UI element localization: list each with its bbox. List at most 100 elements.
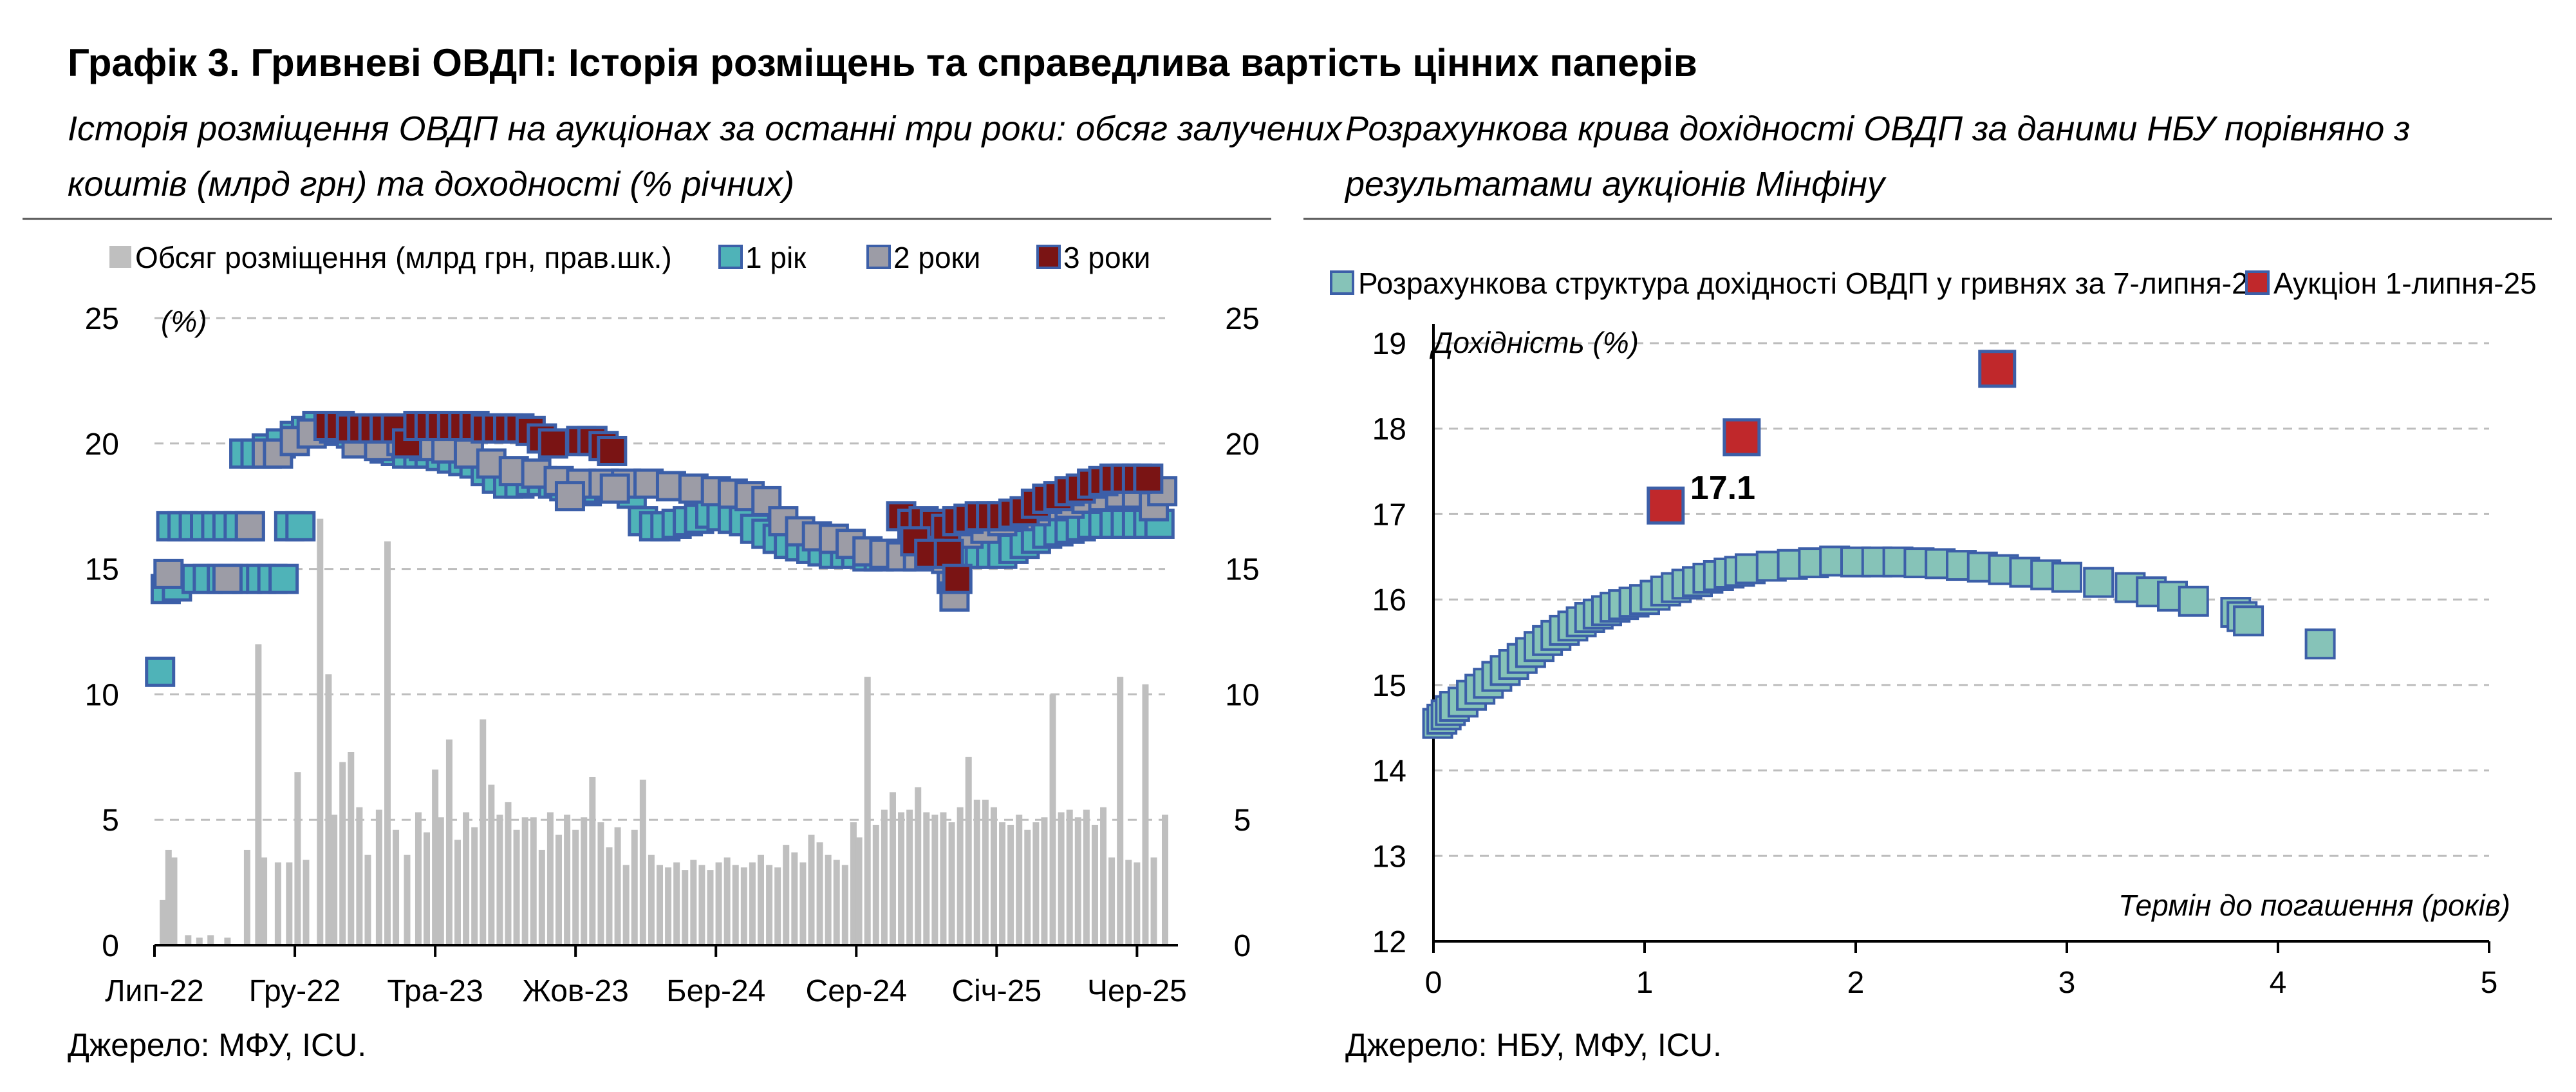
right-source: Джерело: НБУ, МФУ, ICU. [1345,1027,1722,1063]
volume-bar [906,809,913,945]
volume-bar [463,812,470,945]
volume-bar [1083,809,1090,945]
point-2y [751,485,782,516]
volume-bar [783,845,790,945]
right-x-tick-label: 3 [2058,966,2076,1000]
volume-bar [1066,809,1073,945]
volume-bar [606,847,613,945]
volume-bar [614,827,621,945]
left-source: Джерело: МФУ, ICU. [68,1027,366,1063]
volume-bar [331,814,338,945]
right-y-tick-label: 14 [1372,755,1406,789]
volume-bar [965,757,972,945]
volume-bar [496,814,503,945]
volume-bar [774,867,781,945]
volume-bar [404,854,411,945]
legend-curve-label: Розрахункова структура дохідності ОВДП у… [1358,267,2264,300]
volume-bar [243,849,250,945]
right-y-tick-label: 15 [1372,669,1406,703]
volume-bar [564,814,571,945]
point-2y [234,511,265,541]
volume-bar [999,822,1006,945]
volume-bar [471,827,478,945]
volume-bar [1024,829,1031,945]
volume-bar [555,834,562,945]
right-y-tick-label: 13 [1372,840,1406,874]
volume-bar [690,860,697,945]
volume-bar [749,862,756,945]
volume-bar [1091,824,1098,945]
volume-bar [1016,814,1023,945]
volume-bar [521,817,528,945]
left-x-tick-label: Сер-24 [806,974,907,1008]
volume-bar [833,860,840,945]
left-y-tick-label: 10 [85,678,119,712]
volume-bar [698,865,705,945]
right-y-tick-label: 16 [1372,583,1406,617]
left-subtitle-line-2: коштів (млрд грн) та доходності (% річни… [68,165,794,203]
point-3y [597,435,628,466]
volume-bar [1041,817,1048,945]
right-x-tick-label: 2 [1847,966,1865,1000]
right-x-tick-label: 1 [1636,966,1654,1000]
volume-bar [982,800,989,945]
volume-bar [791,852,798,945]
legend-2y-label: 2 роки [893,241,980,274]
point-2y [554,481,585,512]
volume-bar [1117,677,1124,945]
legend-1y-label: 1 рік [745,241,807,274]
volume-bar [799,862,807,945]
left-x-tick-label: Бер-24 [666,974,765,1008]
right-x-tick-label: 4 [2270,966,2287,1000]
legend-auction: Аукціон 1-липня-25 [2245,267,2537,300]
left-subtitle-line-1: Історія розміщення ОВДП на аукціонах за … [68,109,1343,148]
legend-volume: Обсяг розміщення (млрд грн, прав.шк.) [109,241,672,274]
left-x-tick-label: Жов-23 [522,974,628,1008]
volume-bar [185,935,192,945]
volume-bar [384,541,391,945]
volume-bar [1058,812,1065,945]
volume-bar [286,862,293,945]
volume-bar [1049,694,1056,945]
volume-bar [682,870,689,945]
figure-title: Графік 3. Гривневі ОВДП: Історія розміще… [68,41,1697,84]
volume-bar [1142,684,1149,945]
legend-1y: 1 рік [718,241,807,274]
left-y2-tick-label: 20 [1225,428,1259,462]
legend-volume-marker [109,246,131,268]
volume-bar [1100,807,1107,945]
volume-bar [715,862,722,945]
yield-curve-series [1422,545,2336,739]
legend-3y-label: 3 роки [1063,241,1150,274]
right-subtitle-line-1: Розрахункова крива дохідності ОВДП за да… [1345,109,2410,148]
volume-bars [160,518,1168,945]
volume-bar [445,739,453,945]
left-y2-tick-label: 25 [1225,302,1259,336]
volume-bar [597,822,604,945]
curve-point [2051,561,2082,593]
legend-auction-label: Аукціон 1-липня-25 [2273,267,2537,300]
legend-3y: 3 роки [1036,241,1150,274]
left-y-tick-label: 5 [102,804,119,838]
point-3y [942,563,973,594]
volume-bar [855,837,863,945]
legend-2y: 2 роки [866,241,980,274]
volume-bar [665,867,672,945]
auction-point [1978,350,2017,388]
volume-bar [437,817,444,945]
volume-bar [766,865,773,945]
volume-bar [948,822,955,945]
left-y2-tick-label: 0 [1234,929,1251,963]
auction-data-label: 17.1 [1690,469,1755,507]
volume-bar [505,802,512,945]
volume-bar [364,854,371,945]
volume-bar [375,809,382,945]
right-y-tick-label: 19 [1372,327,1406,361]
volume-bar [1125,860,1132,945]
volume-bar [872,824,879,945]
legend-1y-marker [718,245,743,269]
left-chart: Історія розміщення ОВДП на аукціонах за … [23,109,1343,1063]
left-y2-tick-label: 10 [1225,678,1259,712]
volume-bar [581,817,588,945]
